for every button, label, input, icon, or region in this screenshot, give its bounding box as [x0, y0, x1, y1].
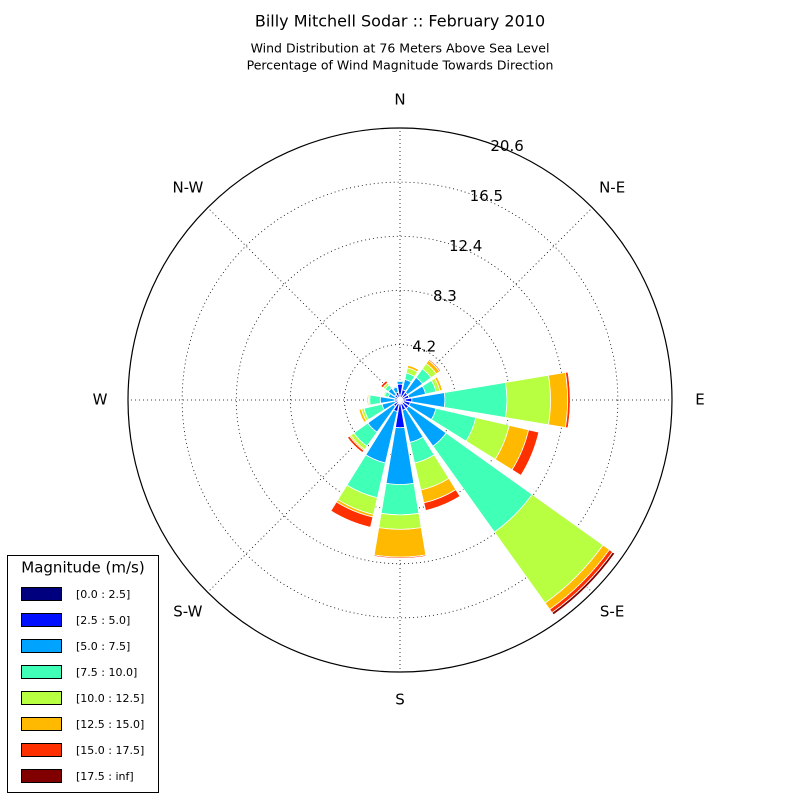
rose-segment [551, 551, 616, 616]
rose-segment [567, 371, 571, 429]
rose-segment [425, 496, 461, 512]
rose-segment [505, 374, 551, 426]
legend-label: [17.5 : inf] [76, 770, 134, 783]
legend-label: [5.0 : 7.5] [76, 640, 130, 653]
radial-grid-line [399, 207, 593, 401]
rose-segment [358, 409, 365, 423]
direction-label: W [93, 391, 108, 409]
rose-segment [436, 376, 443, 391]
legend-swatch [21, 587, 62, 601]
rose-segment [382, 390, 386, 397]
legend-title: Magnitude (m/s) [21, 559, 144, 577]
outer-ring [127, 127, 673, 673]
direction-label: N-W [172, 178, 203, 196]
r-tick-label: 20.6 [490, 137, 523, 155]
radial-grid-line [207, 207, 401, 401]
legend-label: [12.5 : 15.0] [76, 718, 144, 731]
r-tick-label: 12.4 [449, 237, 482, 255]
legend-swatch [21, 743, 62, 757]
rose-segment [407, 364, 420, 371]
direction-label: S [395, 691, 405, 709]
rose-segment [378, 512, 422, 530]
rose-segment [548, 372, 569, 428]
direction-label: E [695, 391, 704, 409]
direction-label: N [394, 91, 405, 109]
legend-swatch [21, 613, 62, 627]
direction-label: S-E [600, 603, 624, 621]
rose-segment [330, 510, 371, 528]
r-tick-label: 4.2 [412, 337, 436, 355]
rose-segment [373, 527, 427, 558]
legend-swatch [21, 639, 62, 653]
legend-label: [0.0 : 2.5] [76, 588, 130, 601]
legend-swatch [21, 691, 62, 705]
direction-label: S-W [173, 603, 202, 621]
chart-subtitle: Percentage of Wind Magnitude Towards Dir… [247, 58, 554, 73]
legend-label: [2.5 : 5.0] [76, 614, 130, 627]
legend-label: [7.5 : 10.0] [76, 666, 137, 679]
chart-subtitle: Wind Distribution at 76 Meters Above Sea… [251, 41, 550, 56]
rose-segment [392, 385, 397, 389]
r-tick-label: 8.3 [433, 287, 457, 305]
grid-ring [181, 181, 619, 619]
direction-label: N-E [599, 178, 625, 196]
legend-swatch [21, 665, 62, 679]
legend-label: [10.0 : 12.5] [76, 692, 144, 705]
rose-segment [369, 394, 381, 406]
legend-swatch [21, 769, 62, 783]
r-tick-label: 16.5 [470, 187, 503, 205]
legend-label: [15.0 : 17.5] [76, 744, 144, 757]
radial-grid-line [207, 399, 401, 593]
legend-swatch [21, 717, 62, 731]
chart-title: Billy Mitchell Sodar :: February 2010 [255, 12, 545, 31]
rose-segment [380, 482, 420, 516]
